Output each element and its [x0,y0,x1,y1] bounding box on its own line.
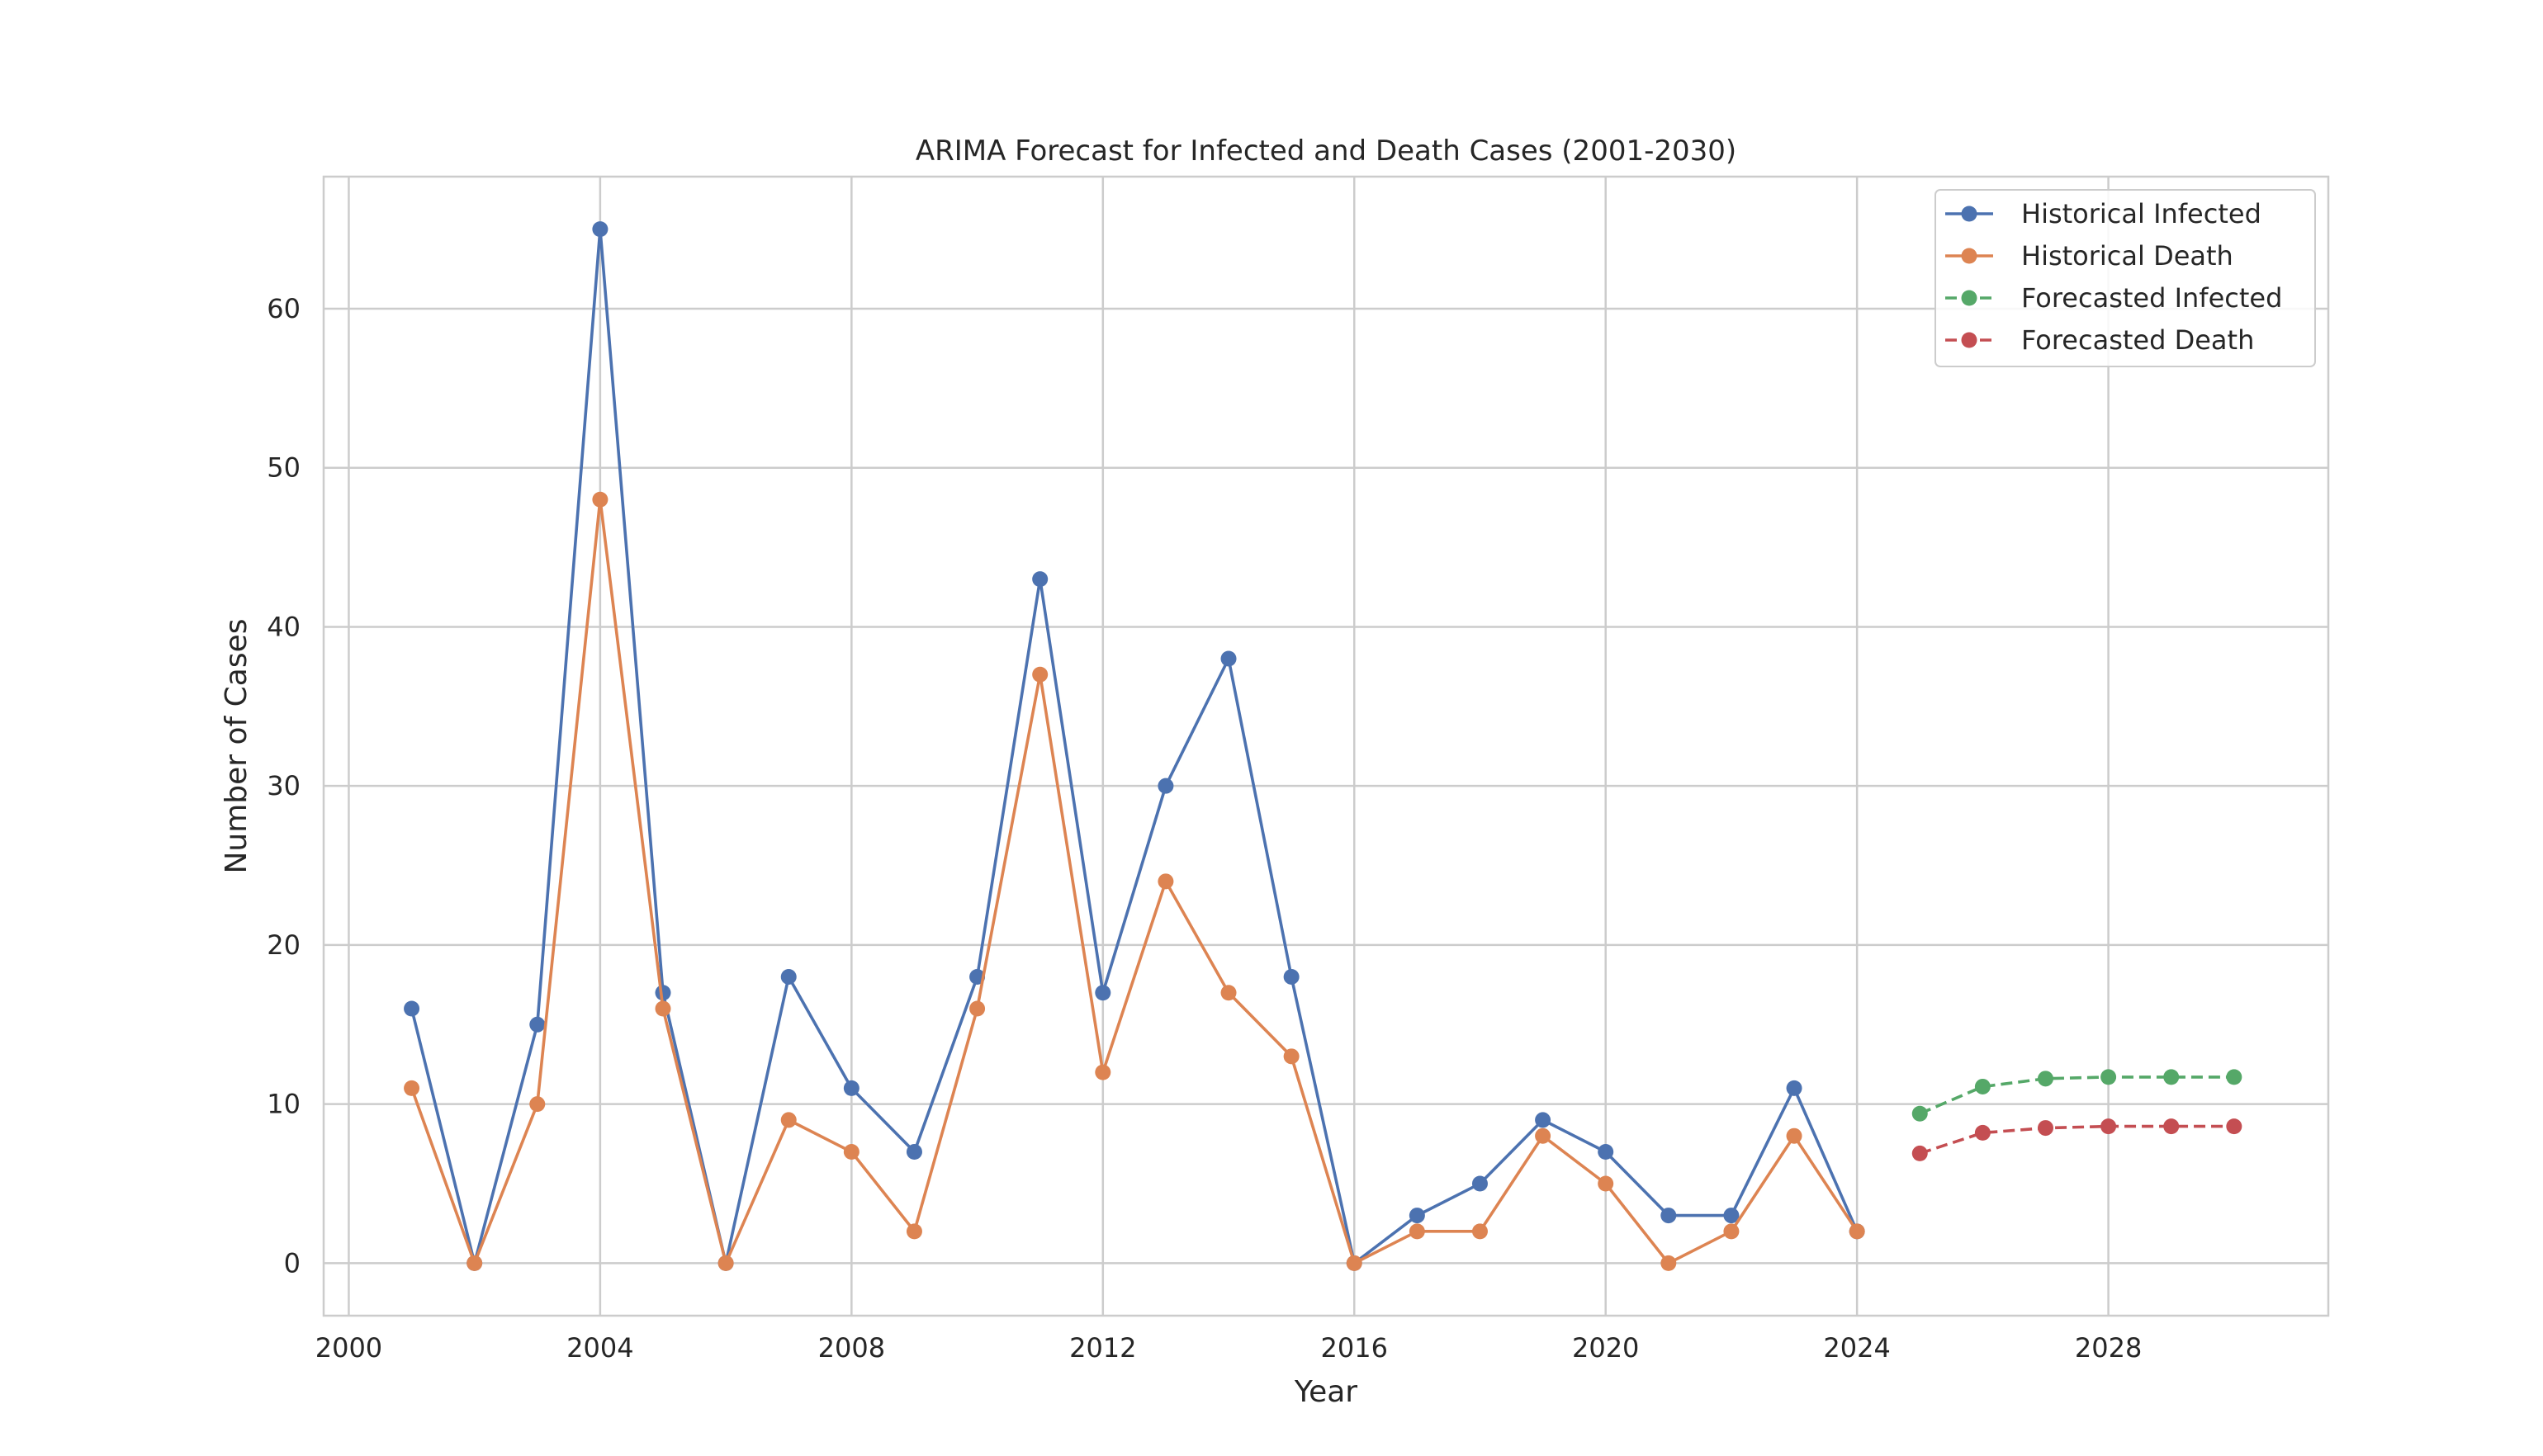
data-point [1346,1255,1362,1271]
plot-frame [322,175,2330,1317]
data-point [1095,1064,1111,1080]
data-point [1283,968,1300,985]
data-point [592,221,609,238]
series-layer [404,221,2242,1271]
x-tick-label: 2020 [1572,1332,1639,1364]
data-point [529,1016,546,1033]
chart-title: ARIMA Forecast for Infected and Death Ca… [916,135,1736,168]
data-point [2226,1069,2242,1085]
series-forecasted-infected [1911,1069,2242,1122]
legend-marker [1961,290,1977,306]
data-point [1471,1175,1488,1192]
y-tick-label: 20 [267,929,301,961]
data-point [906,1143,922,1160]
data-point [1660,1208,1677,1224]
legend-marker [1961,248,1977,264]
legend-label: Historical Death [2021,240,2233,272]
data-point [1786,1080,1802,1096]
x-tick-label: 2016 [1321,1332,1388,1364]
data-point [1158,778,1174,794]
series-line [1919,1124,2234,1156]
data-point [655,1000,671,1017]
y-tick-label: 50 [267,452,301,484]
data-point [1032,571,1049,588]
data-point [1409,1223,1425,1240]
data-point [1598,1175,1614,1192]
series-line [410,227,1859,1265]
legend-item: Forecasted Infected [1945,282,2282,314]
series-forecasted-death [1911,1118,2242,1161]
legend-label: Historical Infected [2021,198,2261,229]
x-tick-label: 2012 [1069,1332,1136,1364]
x-tick-label: 2008 [818,1332,885,1364]
data-point [1974,1078,1991,1094]
data-point [717,1255,734,1271]
data-point [1095,985,1111,1001]
x-tick-label: 2028 [2075,1332,2142,1364]
data-point [404,1080,420,1096]
data-point [1283,1048,1300,1065]
data-point [1911,1145,1928,1161]
data-point [1849,1223,1865,1240]
data-point [1660,1255,1677,1271]
data-point [780,1112,797,1128]
legend-items: Historical Infected Historical Death Forec… [1945,198,2282,356]
data-point [1974,1124,1991,1141]
data-point [1911,1105,1928,1122]
data-point [529,1096,546,1113]
series-line [1919,1075,2234,1115]
x-axis-label: Year [1294,1375,1357,1409]
data-point [1786,1127,1802,1144]
data-point [843,1080,860,1096]
data-point [2100,1118,2117,1135]
series-line [410,498,1859,1265]
legend-item: Historical Infected [1945,198,2261,229]
data-point [1409,1208,1425,1224]
tick-labels: 2000 2004 2008 2012 2016 2020 2024 2028 0 10 20 30 4… [267,293,2142,1364]
data-point [1535,1127,1551,1144]
legend: Historical Infected Historical Death Forec… [1934,189,2316,367]
data-point [1723,1208,1740,1224]
y-tick-label: 30 [267,770,301,801]
legend-item: Forecasted Death [1945,324,2254,356]
data-point [466,1255,483,1271]
data-point [2163,1069,2180,1085]
legend-marker [1961,206,1977,222]
legend-marker [1961,332,1977,348]
data-point [1723,1223,1740,1240]
series-historical-death [404,491,1865,1271]
data-point [1471,1223,1488,1240]
data-point [2163,1118,2180,1135]
data-point [2100,1069,2117,1085]
data-point [1598,1143,1614,1160]
data-point [592,491,609,508]
legend-label: Forecasted Death [2021,324,2254,356]
data-point [2226,1118,2242,1135]
data-point [2037,1071,2053,1087]
x-tick-label: 2004 [566,1332,633,1364]
y-tick-label: 10 [267,1089,301,1120]
x-tick-label: 2024 [1823,1332,1890,1364]
data-point [906,1223,922,1240]
legend-box [1934,189,2316,367]
data-point [1158,873,1174,890]
y-tick-label: 60 [267,293,301,324]
data-point [969,1000,986,1017]
data-point [1220,985,1237,1001]
data-point [1220,650,1237,667]
y-tick-label: 40 [267,611,301,642]
data-point [1032,666,1049,683]
y-axis-label: Number of Cases [220,618,253,873]
x-tick-label: 2000 [315,1332,382,1364]
data-point [780,968,797,985]
data-point [1535,1112,1551,1128]
legend-label: Forecasted Infected [2021,282,2282,314]
legend-item: Historical Death [1945,240,2233,272]
y-tick-label: 0 [284,1247,301,1279]
data-point [843,1143,860,1160]
data-point [2037,1120,2053,1137]
data-point [404,1000,420,1017]
